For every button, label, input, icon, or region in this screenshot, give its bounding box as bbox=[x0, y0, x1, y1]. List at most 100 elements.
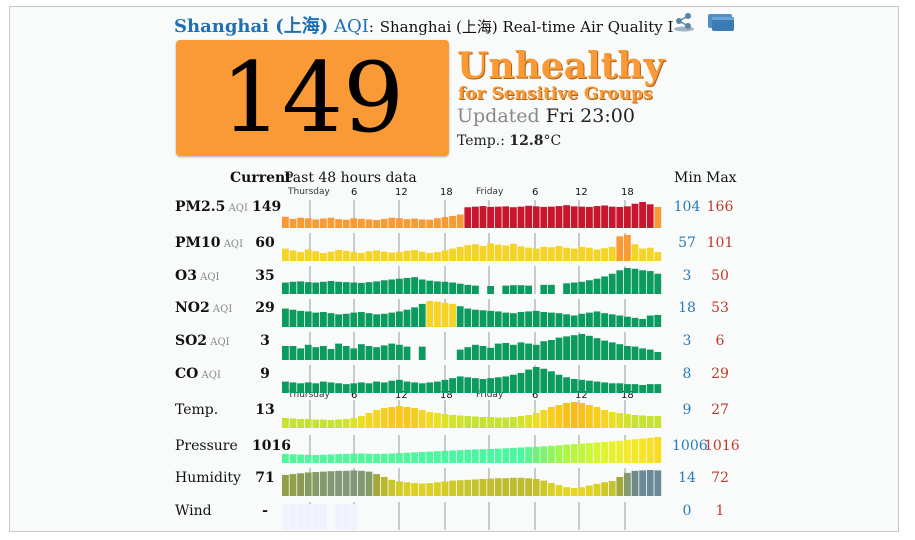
row-label-so2: SO2 AQI bbox=[175, 333, 230, 349]
bar-pm10 bbox=[487, 243, 494, 261]
sparkline-pm25[interactable] bbox=[282, 200, 662, 228]
bar-pressure bbox=[631, 439, 639, 463]
bar-co bbox=[320, 381, 327, 393]
bar-no2 bbox=[555, 313, 563, 327]
bar-so2 bbox=[510, 344, 517, 360]
bar-pressure bbox=[358, 453, 365, 463]
bar-o3 bbox=[396, 278, 403, 294]
bar-so2 bbox=[365, 346, 373, 360]
bar-co bbox=[365, 383, 373, 393]
bar-so2 bbox=[502, 343, 510, 360]
bar-temp bbox=[441, 414, 449, 428]
bar-pm10 bbox=[464, 245, 472, 261]
bar-so2 bbox=[373, 347, 380, 360]
bar-so2 bbox=[601, 340, 608, 360]
page-title: Shanghai (上海) AQI: Shanghai (上海) Real-ti… bbox=[174, 12, 673, 38]
bar-no2 bbox=[434, 301, 441, 327]
bar-pressure bbox=[282, 453, 289, 463]
row-label-text: CO bbox=[175, 366, 199, 382]
bar-o3 bbox=[418, 279, 426, 294]
bar-pressure bbox=[517, 447, 525, 463]
bar-temp bbox=[624, 414, 631, 428]
bar-humidity bbox=[464, 479, 472, 496]
bar-co bbox=[342, 384, 350, 393]
sparkline-humidity[interactable] bbox=[282, 468, 662, 496]
bar-pm10 bbox=[342, 250, 350, 261]
city-name[interactable]: Shanghai (上海) bbox=[174, 16, 329, 37]
bar-pm25 bbox=[426, 219, 434, 228]
bar-pm10 bbox=[320, 253, 327, 261]
bar-temp bbox=[403, 407, 411, 428]
bar-so2 bbox=[555, 337, 563, 360]
bar-no2 bbox=[593, 311, 601, 327]
bar-pm25 bbox=[342, 219, 350, 228]
row-min-humidity: 14 bbox=[678, 470, 696, 486]
updated-label: Updated bbox=[457, 105, 540, 127]
sparkline-o3[interactable] bbox=[282, 266, 662, 294]
bar-co bbox=[532, 367, 540, 393]
bar-pm10 bbox=[510, 243, 517, 261]
share-icon[interactable] bbox=[673, 12, 695, 32]
bar-temp bbox=[570, 402, 578, 428]
bar-pressure bbox=[411, 452, 418, 463]
bar-temp bbox=[388, 407, 396, 428]
bar-temp bbox=[380, 408, 388, 428]
bar-pm25 bbox=[365, 219, 373, 228]
windows-icon[interactable] bbox=[706, 12, 734, 32]
row-label-no2: NO2 AQI bbox=[175, 300, 232, 316]
sparkline-so2[interactable] bbox=[282, 332, 662, 360]
sparkline-pm10[interactable] bbox=[282, 233, 662, 261]
bar-temp bbox=[586, 405, 593, 428]
bar-wind bbox=[312, 504, 320, 530]
bar-pressure bbox=[616, 440, 624, 463]
title-colon: : bbox=[368, 18, 374, 36]
bar-o3 bbox=[601, 276, 608, 294]
bar-pm10 bbox=[441, 250, 449, 261]
row-max-temp: 27 bbox=[711, 402, 729, 418]
bar-o3 bbox=[373, 281, 380, 294]
bar-pm10 bbox=[532, 248, 540, 261]
bar-temp bbox=[487, 417, 494, 428]
bar-humidity bbox=[563, 487, 570, 496]
sparkline-wind[interactable] bbox=[282, 502, 662, 530]
bar-so2 bbox=[403, 346, 411, 360]
bar-wind bbox=[320, 504, 327, 530]
bar-pm10 bbox=[646, 247, 654, 261]
row-label-text: PM10 bbox=[175, 235, 221, 251]
axis-hour: 6 bbox=[351, 187, 358, 198]
aqi-label[interactable]: AQI bbox=[334, 16, 369, 37]
row-label-pm10: PM10 AQI bbox=[175, 235, 243, 251]
bar-o3 bbox=[320, 281, 327, 294]
bar-co bbox=[646, 384, 654, 393]
bar-o3 bbox=[449, 282, 456, 294]
bar-temp bbox=[608, 412, 616, 428]
axis-day-friday: Friday bbox=[476, 390, 504, 400]
bar-no2 bbox=[472, 309, 479, 327]
bar-pressure bbox=[373, 453, 380, 463]
bar-pressure bbox=[646, 437, 654, 463]
bar-pm10 bbox=[456, 246, 464, 261]
bar-pm10 bbox=[282, 248, 289, 261]
bar-so2 bbox=[342, 346, 350, 360]
sparkline-temp[interactable] bbox=[282, 400, 662, 428]
bar-o3 bbox=[350, 282, 358, 294]
bar-no2 bbox=[563, 314, 570, 327]
bar-co bbox=[494, 377, 502, 393]
bar-humidity bbox=[304, 472, 312, 496]
bar-pm25 bbox=[646, 204, 654, 228]
bar-o3 bbox=[586, 280, 593, 294]
sparkline-pressure[interactable] bbox=[282, 435, 662, 463]
sparkline-co[interactable] bbox=[282, 365, 662, 393]
bar-co bbox=[487, 378, 494, 393]
bar-o3 bbox=[631, 268, 639, 294]
aqi-value: 149 bbox=[220, 42, 405, 154]
bar-pressure bbox=[563, 444, 570, 463]
sparkline-no2[interactable] bbox=[282, 299, 662, 327]
bar-pm25 bbox=[570, 206, 578, 228]
bar-wind bbox=[335, 504, 342, 530]
bar-humidity bbox=[616, 476, 624, 496]
row-label-pm25: PM2.5 AQI bbox=[175, 199, 248, 215]
bar-pm25 bbox=[297, 217, 304, 228]
bar-humidity bbox=[342, 470, 350, 496]
bar-humidity bbox=[532, 479, 540, 496]
